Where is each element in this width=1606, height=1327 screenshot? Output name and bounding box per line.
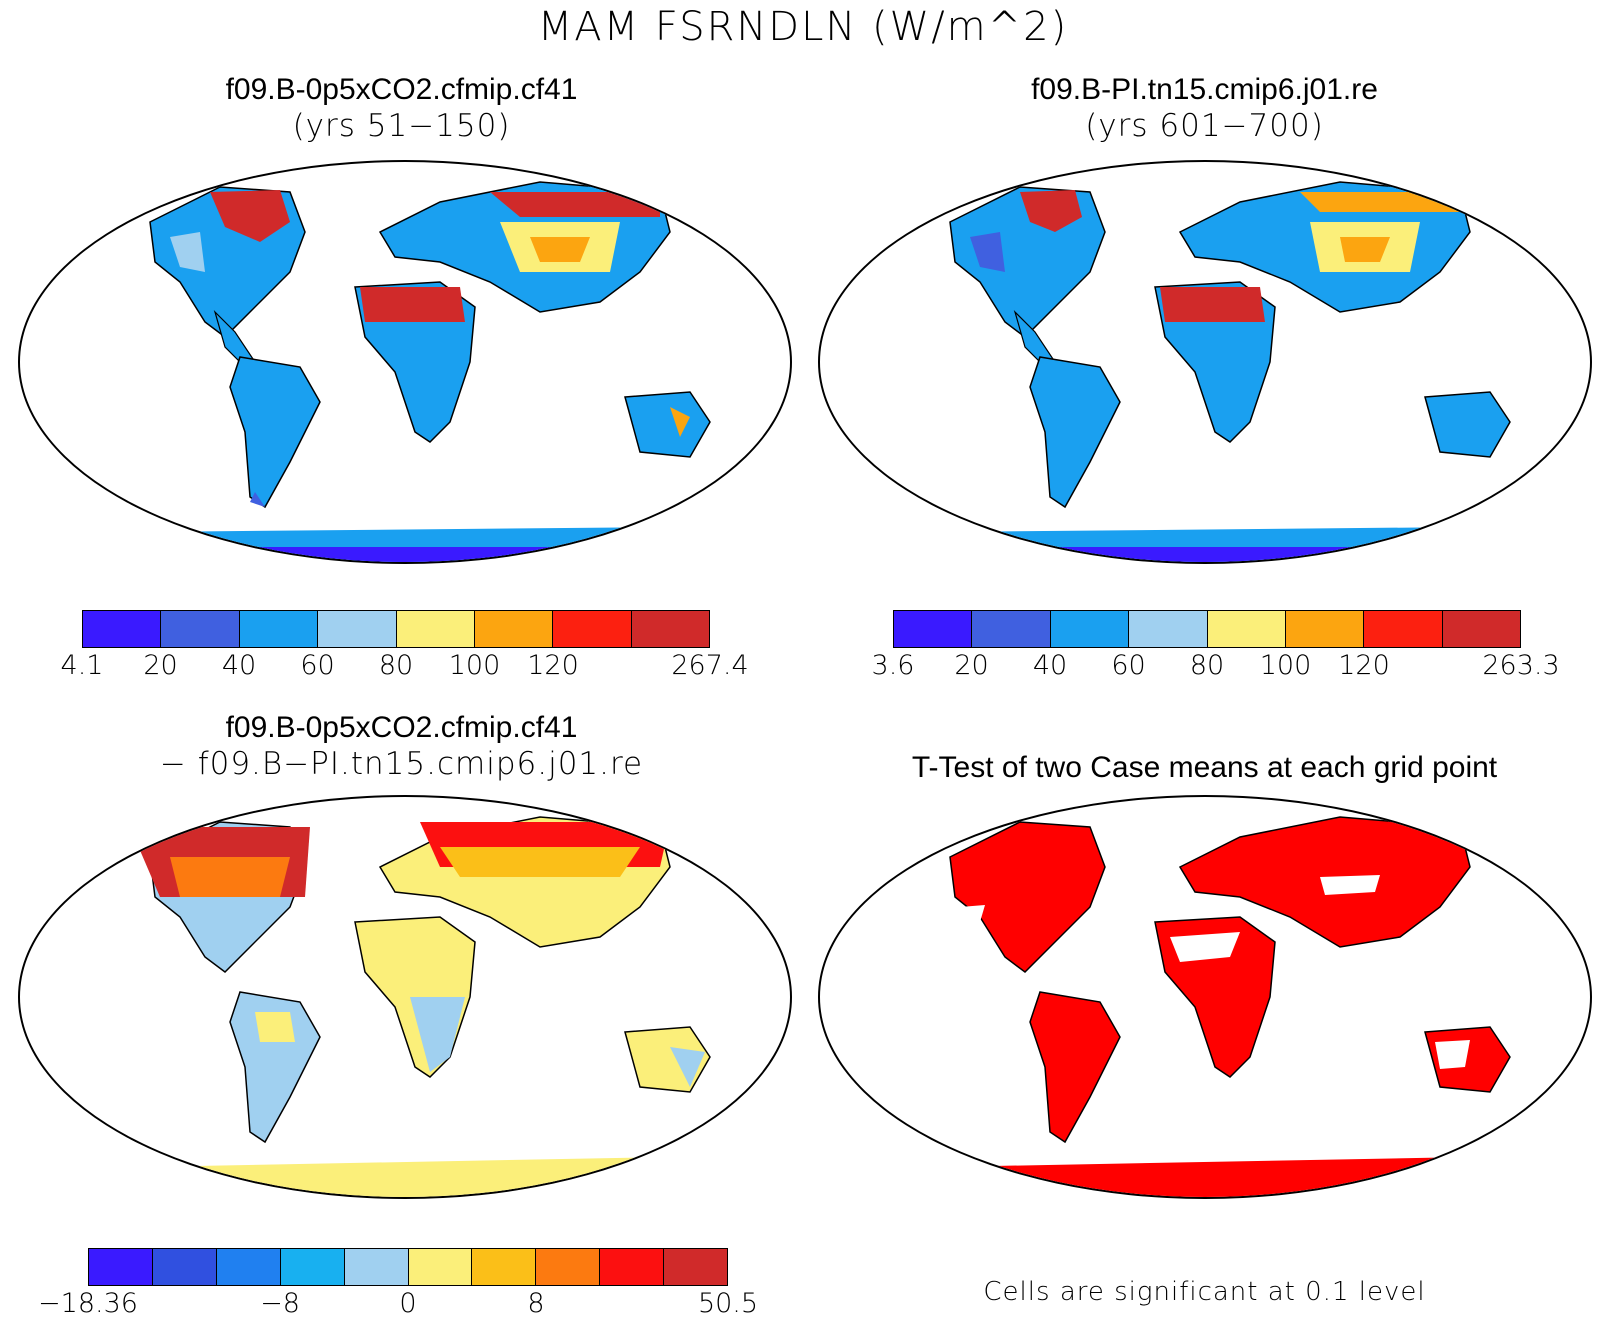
colorbar-swatch (536, 1249, 601, 1285)
panel-1-colorbar-ticks: 4.1 20 40 60 80 100 120 267.4 (61, 650, 749, 684)
colorbar-tick-label: 40 (221, 650, 257, 681)
colorbar-swatch (1285, 611, 1365, 647)
colorbar-tick-label: 3.6 (871, 650, 915, 681)
colorbar-swatch (396, 611, 475, 647)
colorbar-swatch (1129, 611, 1208, 647)
colorbar-swatch (239, 611, 319, 647)
panel-1-colorbar (82, 610, 710, 648)
colorbar-swatch (1364, 611, 1443, 647)
panel-4-title: T-Test of two Case means at each grid po… (803, 750, 1606, 786)
colorbar-swatch (152, 1249, 217, 1285)
colorbar-swatch (1207, 611, 1286, 647)
panel-3-title-case: f09.B-0p5xCO2.cfmip.cf41 (225, 711, 578, 744)
panel-1-map (18, 160, 792, 564)
colorbar-tick-label: 100 (448, 650, 501, 681)
colorbar-swatch (408, 1249, 473, 1285)
panel-3-colorbar-ticks: −18.36 −8 0 8 50.5 (38, 1288, 758, 1322)
panel-3-title-minus: − f09.B−PI.tn15.cmip6.j01.re (159, 746, 644, 782)
colorbar-swatch (161, 611, 240, 647)
panel-1-title: f09.B-0p5xCO2.cfmip.cf41 (yrs 51−150) (0, 72, 803, 144)
panel-2-title-case: f09.B-PI.tn15.cmip6.j01.re (1031, 73, 1378, 106)
colorbar-tick-label: 80 (378, 650, 414, 681)
panel-2-title-years: (yrs 601−700) (1085, 108, 1324, 144)
colorbar-tick-label: 50.5 (697, 1288, 759, 1319)
panel-4-map (818, 795, 1592, 1199)
colorbar-swatch (631, 611, 709, 647)
panel-4-significance-mask (940, 816, 1511, 1197)
colorbar-swatch (472, 1249, 537, 1285)
colorbar-swatch (664, 1249, 728, 1285)
colorbar-tick-label: 0 (399, 1288, 417, 1319)
significance-footnote: Cells are significant at 0.1 level (983, 1277, 1426, 1307)
panel-3-land-fields (130, 816, 711, 1197)
colorbar-swatch (1442, 611, 1520, 647)
colorbar-tick-label: 120 (527, 650, 579, 681)
colorbar-tick-label: 60 (1111, 650, 1146, 681)
colorbar-tick-label: −8 (260, 1288, 300, 1319)
colorbar-tick-label: −18.36 (38, 1288, 138, 1319)
colorbar-tick-label: 267.4 (671, 650, 749, 681)
panel-2-map (818, 160, 1592, 564)
colorbar-swatch (280, 1249, 345, 1285)
colorbar-swatch (216, 1249, 281, 1285)
colorbar-swatch (474, 611, 554, 647)
panel-2-land-fields (940, 181, 1511, 562)
colorbar-tick-label: 80 (1189, 650, 1225, 681)
figure-title: MAM FSRNDLN (W/m^2) (537, 4, 1069, 50)
panel-4-title-text: T-Test of two Case means at each grid po… (911, 751, 1498, 784)
colorbar-swatch (89, 1249, 153, 1285)
colorbar-swatch (1050, 611, 1130, 647)
colorbar-tick-label: 4.1 (60, 650, 104, 681)
colorbar-tick-label: 100 (1259, 650, 1312, 681)
colorbar-tick-label: 8 (527, 1288, 545, 1319)
colorbar-tick-label: 60 (300, 650, 335, 681)
colorbar-tick-label: 263.3 (1482, 650, 1560, 681)
panel-3-colorbar (88, 1248, 728, 1286)
colorbar-swatch (894, 611, 973, 647)
colorbar-tick-label: 20 (143, 650, 178, 681)
colorbar-tick-label: 20 (954, 650, 989, 681)
colorbar-swatch (600, 1249, 665, 1285)
colorbar-swatch (318, 611, 397, 647)
colorbar-swatch (83, 611, 162, 647)
panel-2-colorbar (893, 610, 1521, 648)
colorbar-tick-label: 40 (1032, 650, 1068, 681)
panel-2-colorbar-ticks: 3.6 20 40 60 80 100 120 263.3 (872, 650, 1560, 684)
colorbar-swatch (972, 611, 1051, 647)
panel-2-title: f09.B-PI.tn15.cmip6.j01.re (yrs 601−700) (803, 72, 1606, 144)
panel-3-map (18, 795, 792, 1199)
colorbar-tick-label: 120 (1338, 650, 1390, 681)
panel-1-title-years: (yrs 51−150) (292, 108, 511, 144)
panel-1-land-fields (140, 181, 711, 562)
colorbar-swatch (553, 611, 632, 647)
panel-3-title: f09.B-0p5xCO2.cfmip.cf41 − f09.B−PI.tn15… (0, 710, 803, 782)
panel-1-title-case: f09.B-0p5xCO2.cfmip.cf41 (225, 73, 578, 106)
colorbar-swatch (344, 1249, 409, 1285)
